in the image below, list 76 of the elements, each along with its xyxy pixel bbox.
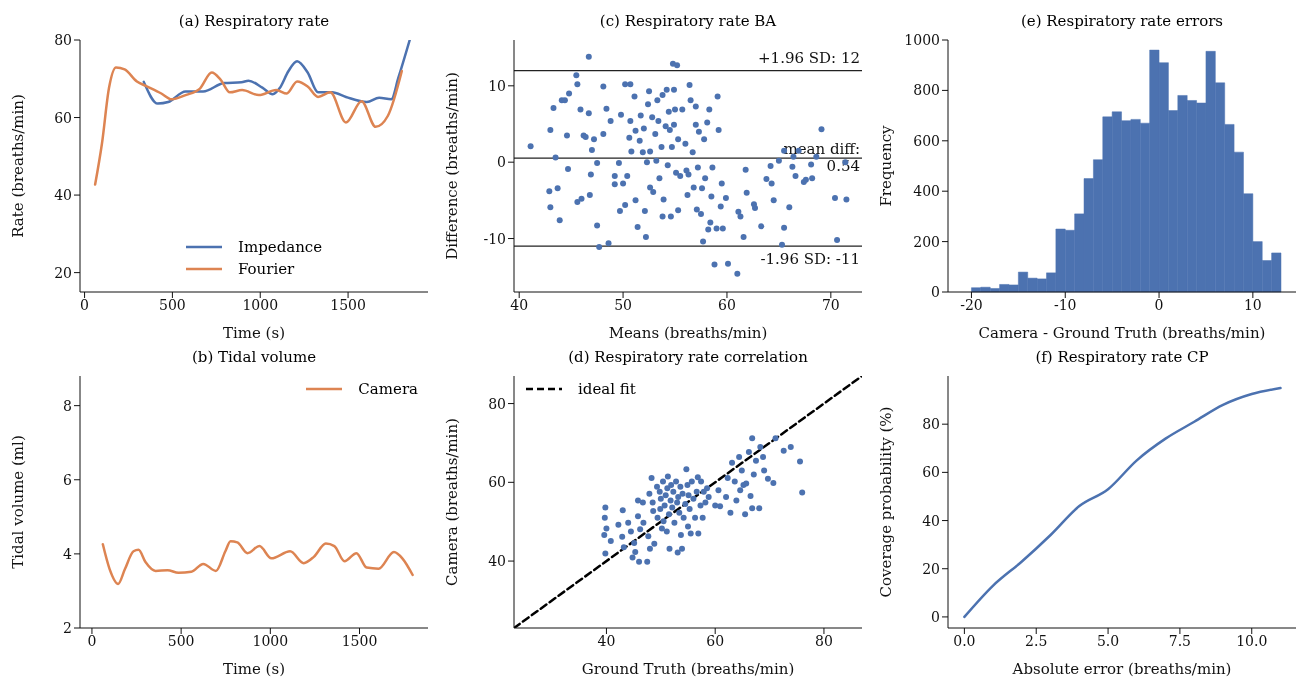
x-tick-label: 50 — [614, 296, 632, 313]
y-tick-label: 0 — [497, 154, 506, 171]
y-axis-title: Rate (breaths/min) — [9, 94, 28, 238]
x-tick-label: -20 — [960, 296, 983, 313]
x-axis-title: Time (s) — [222, 660, 286, 678]
ref-line-label: -1.96 SD: -11 — [760, 250, 860, 269]
y-axis-title: Camera (breaths/min) — [443, 418, 462, 586]
x-tick-label: 0 — [1154, 296, 1164, 313]
y-tick-label: 400 — [913, 183, 940, 200]
x-tick-label: 0 — [87, 632, 97, 649]
x-tick-label: 1000 — [242, 296, 279, 313]
y-tick-label: 40 — [488, 553, 506, 570]
x-tick-label: 1500 — [341, 632, 378, 649]
y-tick-label: 2 — [63, 619, 72, 636]
y-tick-label: 0 — [931, 283, 940, 300]
x-tick-label: 40 — [597, 632, 616, 649]
y-axis-title: Difference (breaths/min) — [443, 72, 462, 260]
y-tick-label: 60 — [922, 464, 940, 481]
x-axis-title: Camera - Ground Truth (breaths/min) — [978, 324, 1266, 342]
y-tick-label: 80 — [922, 416, 940, 433]
chart-title: (f) Respiratory rate CP — [1034, 348, 1210, 366]
y-tick-label: 800 — [913, 82, 940, 99]
x-tick-label: 0.0 — [953, 632, 976, 649]
line-series — [101, 540, 414, 586]
x-tick-label: 70 — [821, 296, 840, 313]
x-tick-label: 5.0 — [1096, 632, 1120, 649]
y-tick-label: -10 — [483, 230, 506, 247]
y-tick-label: 4 — [63, 545, 73, 562]
chart-title: (a) Respiratory rate — [177, 12, 331, 30]
y-tick-label: 60 — [54, 109, 72, 126]
x-axis-title: Absolute error (breaths/min) — [1011, 660, 1232, 678]
x-tick-label: 7.5 — [1168, 632, 1192, 649]
y-tick-label: 20 — [922, 560, 940, 577]
y-tick-label: 6 — [63, 471, 73, 488]
legend-label: Camera — [358, 380, 418, 398]
x-axis-title: Means (breaths/min) — [608, 324, 768, 342]
x-tick-label: 80 — [815, 632, 833, 649]
x-tick-label: 0 — [80, 296, 90, 313]
x-tick-label: 40 — [510, 296, 529, 313]
ref-line-label: +1.96 SD: 12 — [758, 48, 860, 67]
x-tick-label: 500 — [167, 632, 195, 649]
x-tick-label: -10 — [1053, 296, 1077, 313]
x-tick-label: 10 — [1243, 296, 1262, 313]
legend-label: ideal fit — [578, 380, 636, 398]
y-tick-label: 10 — [488, 77, 506, 94]
y-tick-label: 600 — [913, 132, 940, 149]
y-tick-label: 80 — [488, 395, 506, 412]
chart-title: (d) Respiratory rate correlation — [567, 348, 809, 366]
x-tick-label: 60 — [706, 632, 725, 649]
y-tick-label: 8 — [63, 397, 72, 414]
y-tick-label: 1000 — [904, 31, 940, 48]
legend-label: Fourier — [238, 260, 295, 278]
line-series — [93, 66, 404, 186]
y-tick-label: 40 — [54, 187, 72, 204]
y-tick-label: 40 — [922, 512, 940, 529]
legend-label: Impedance — [238, 238, 323, 256]
x-tick-label: 1000 — [252, 632, 289, 649]
line-series — [963, 386, 1282, 619]
chart-title: (b) Tidal volume — [190, 348, 318, 366]
y-tick-label: 200 — [913, 233, 940, 250]
chart-title: (c) Respiratory rate BA — [598, 12, 778, 30]
y-tick-label: 20 — [54, 264, 72, 281]
y-tick-label: 60 — [488, 474, 506, 491]
y-axis-title: Tidal volume (ml) — [9, 435, 28, 569]
y-tick-label: 0 — [931, 608, 940, 625]
y-axis-title: Coverage probability (%) — [877, 406, 896, 598]
chart-title: (e) Respiratory rate errors — [1019, 12, 1225, 30]
x-tick-label: 2.5 — [1025, 632, 1048, 649]
y-tick-label: 80 — [54, 31, 72, 48]
x-tick-label: 10.0 — [1236, 632, 1268, 649]
y-axis-title: Frequency — [877, 124, 896, 207]
x-axis-title: Time (s) — [222, 324, 286, 342]
x-tick-label: 60 — [718, 296, 736, 313]
x-tick-label: 1500 — [330, 296, 366, 313]
x-axis-title: Ground Truth (breaths/min) — [581, 660, 795, 678]
x-tick-label: 500 — [159, 296, 186, 313]
